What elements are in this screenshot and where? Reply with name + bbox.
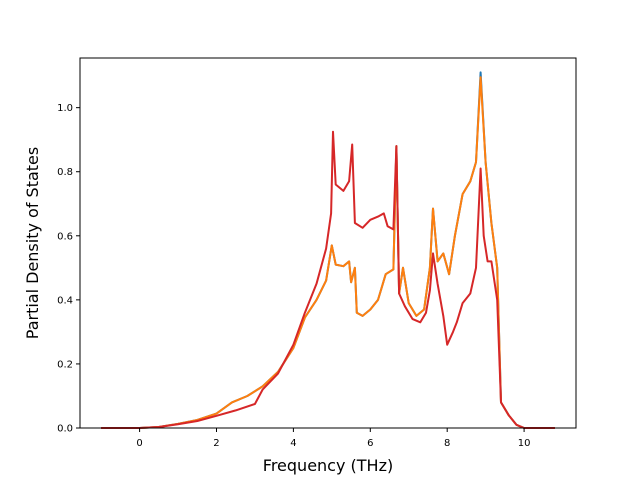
series-line-3: [101, 130, 555, 429]
x-tick-label: 8: [444, 438, 450, 449]
x-tick-label: 0: [136, 438, 142, 449]
series-lines: [101, 71, 555, 429]
x-tick-label: 2: [213, 438, 219, 449]
y-tick-label: 0.2: [57, 359, 73, 370]
y-tick-label: 0.4: [57, 295, 73, 306]
x-axis: 0 2 4 6 8 10: [136, 428, 530, 449]
y-tick-label: 1.0: [57, 103, 73, 114]
y-tick-label: 0.8: [57, 167, 73, 178]
y-tick-label: 0.6: [57, 231, 73, 242]
axes-frame: [79, 57, 577, 429]
series-line-2: [101, 76, 555, 429]
x-axis-label: Frequency (THz): [263, 456, 393, 475]
x-tick-label: 10: [518, 438, 531, 449]
x-tick-label: 6: [367, 438, 373, 449]
y-axis: 0.0 0.2 0.4 0.6 0.8 1.0: [57, 103, 80, 435]
y-tick-label: 0.0: [57, 424, 73, 435]
x-tick-label: 4: [290, 438, 296, 449]
y-axis-label: Partial Density of States: [23, 147, 42, 339]
